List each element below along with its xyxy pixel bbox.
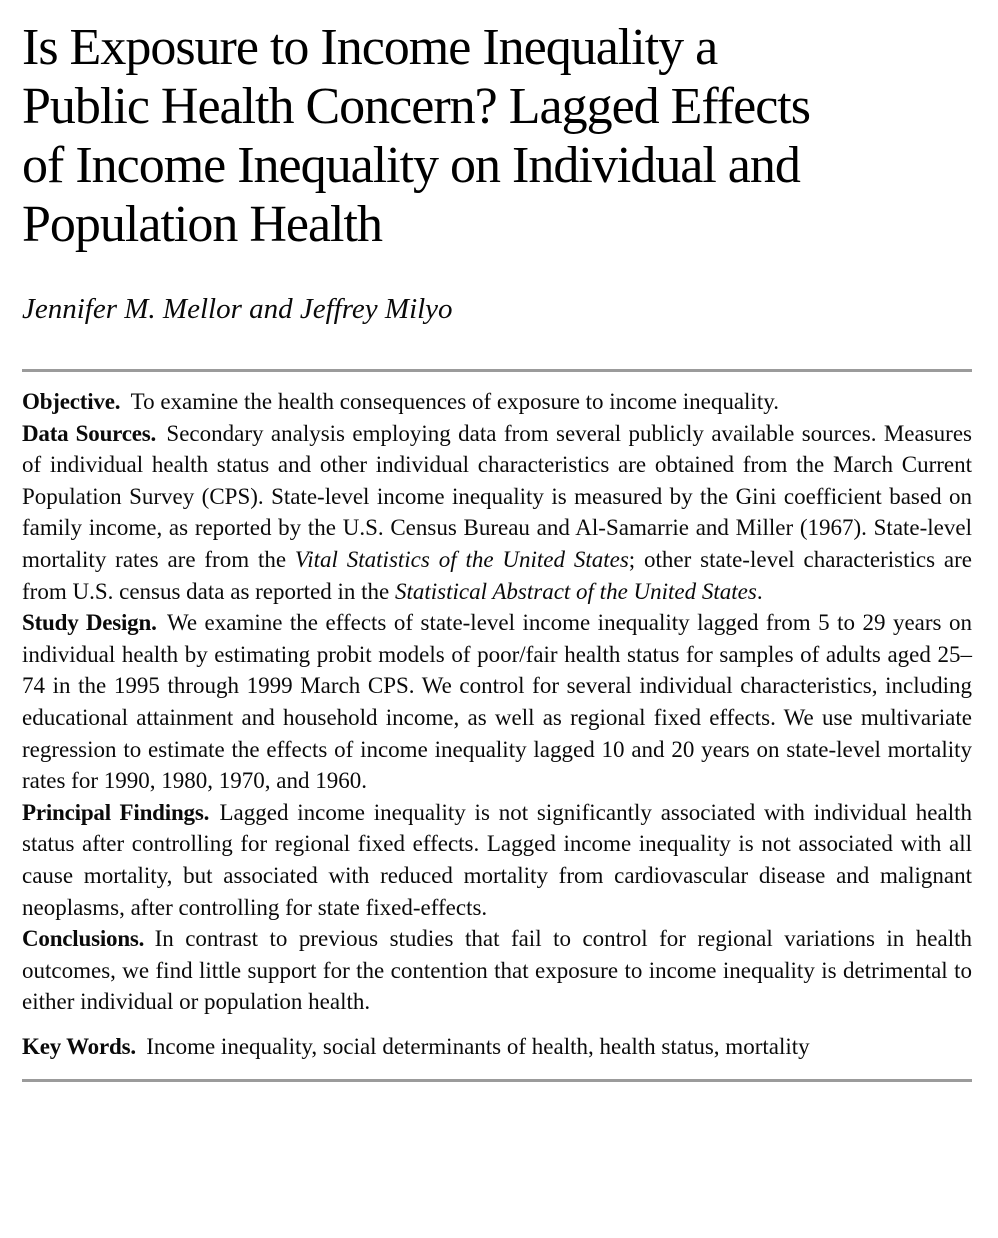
section-text: ; other state-level characteristics are …	[22, 546, 972, 604]
italic-source-title: Statistical Abstract of the United State…	[395, 578, 757, 604]
title-line-4: Population Health	[22, 196, 383, 253]
section-text: We examine the effects of state-level in…	[22, 610, 972, 794]
italic-source-title: Vital Statistics of the United States	[294, 546, 629, 572]
abstract: Objective. To examine the health conseque…	[22, 386, 972, 1062]
top-divider	[22, 369, 972, 372]
abstract-section-study-design: Study Design. We examine the effects of s…	[22, 607, 972, 797]
bottom-divider	[22, 1079, 972, 1083]
paper-title: Is Exposure to Income Inequality a Publi…	[22, 18, 972, 254]
section-text: Secondary analysis employing data from s…	[22, 420, 972, 572]
section-label-study-design: Study Design.	[22, 610, 157, 636]
section-label-data-sources: Data Sources.	[22, 420, 157, 446]
section-text: .	[756, 578, 763, 604]
abstract-section-principal-findings: Principal Findings. Lagged income inequal…	[22, 797, 972, 923]
section-label-objective: Objective.	[22, 389, 121, 414]
abstract-section-objective: Objective. To examine the health conseque…	[22, 386, 972, 418]
section-label-key-words: Key Words.	[22, 1033, 136, 1059]
section-label-principal-findings: Principal Findings.	[22, 799, 210, 825]
section-text: To examine the health consequences of ex…	[130, 389, 779, 414]
paper-authors: Jennifer M. Mellor and Jeffrey Milyo	[22, 293, 453, 325]
title-line-3: of Income Inequality on Individual and	[22, 137, 801, 194]
abstract-section-data-sources: Data Sources. Secondary analysis employin…	[22, 418, 972, 608]
section-text: Lagged income inequality is not signific…	[22, 799, 972, 920]
abstract-section-conclusions: Conclusions. In contrast to previous stud…	[22, 923, 972, 1018]
section-text: Income inequality, social determinants o…	[146, 1033, 810, 1059]
title-line-2: Public Health Concern? Lagged Effects	[22, 78, 811, 135]
section-text: In contrast to previous studies that fai…	[22, 926, 972, 1015]
section-label-conclusions: Conclusions.	[22, 926, 145, 952]
abstract-section-key-words: Key Words. Income inequality, social dete…	[22, 1031, 972, 1063]
title-line-1: Is Exposure to Income Inequality a	[22, 19, 718, 76]
